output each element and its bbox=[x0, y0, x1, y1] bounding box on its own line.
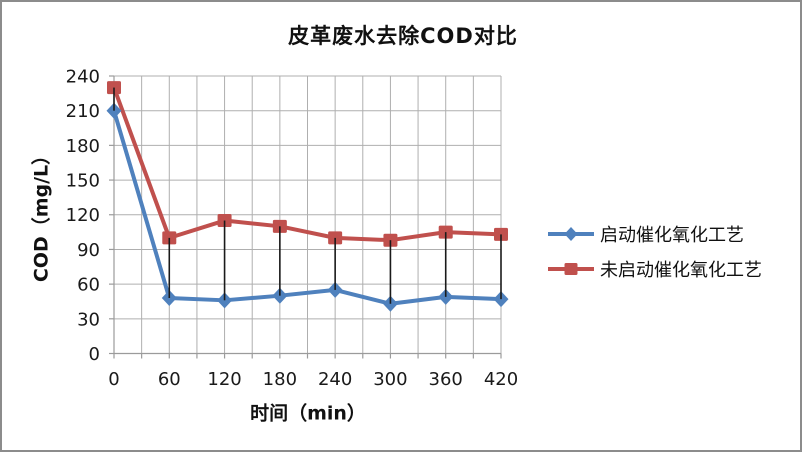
series-line-0 bbox=[112, 108, 503, 306]
y-tick-label: 30 bbox=[77, 309, 100, 330]
y-tick-label: 180 bbox=[66, 136, 100, 157]
legend: 启动催化氧化工艺 未启动催化氧化工艺 bbox=[548, 222, 762, 292]
y-tick-label: 0 bbox=[89, 344, 100, 365]
chart-title: 皮革废水去除COD对比 bbox=[288, 24, 518, 48]
x-tick-label: 180 bbox=[263, 369, 297, 390]
x-tick-label: 0 bbox=[108, 369, 119, 390]
x-tick-label: 240 bbox=[318, 369, 352, 390]
x-tick-label: 300 bbox=[373, 369, 407, 390]
y-tick-label: 210 bbox=[66, 101, 100, 122]
x-tick-label: 420 bbox=[484, 369, 518, 390]
legend-marker-square-icon bbox=[548, 263, 594, 275]
y-tick-label: 120 bbox=[66, 205, 100, 226]
legend-marker-diamond-icon bbox=[548, 227, 594, 241]
y-tick-label: 150 bbox=[66, 171, 100, 192]
legend-item: 未启动催化氧化工艺 bbox=[548, 257, 762, 281]
legend-label: 启动催化氧化工艺 bbox=[600, 225, 744, 246]
x-axis-title: 时间（min） bbox=[250, 402, 366, 425]
y-tick-label: 60 bbox=[77, 275, 100, 296]
y-tick-label: 90 bbox=[77, 240, 100, 261]
x-tick-label: 120 bbox=[207, 369, 241, 390]
y-axis-title: COD（mg/L） bbox=[30, 145, 53, 283]
series-line-1 bbox=[112, 85, 503, 243]
y-tick-label: 240 bbox=[66, 66, 100, 87]
x-tick-label: 60 bbox=[158, 369, 181, 390]
legend-label: 未启动催化氧化工艺 bbox=[600, 260, 762, 281]
legend-item: 启动催化氧化工艺 bbox=[548, 222, 762, 246]
x-tick-label: 360 bbox=[429, 369, 463, 390]
